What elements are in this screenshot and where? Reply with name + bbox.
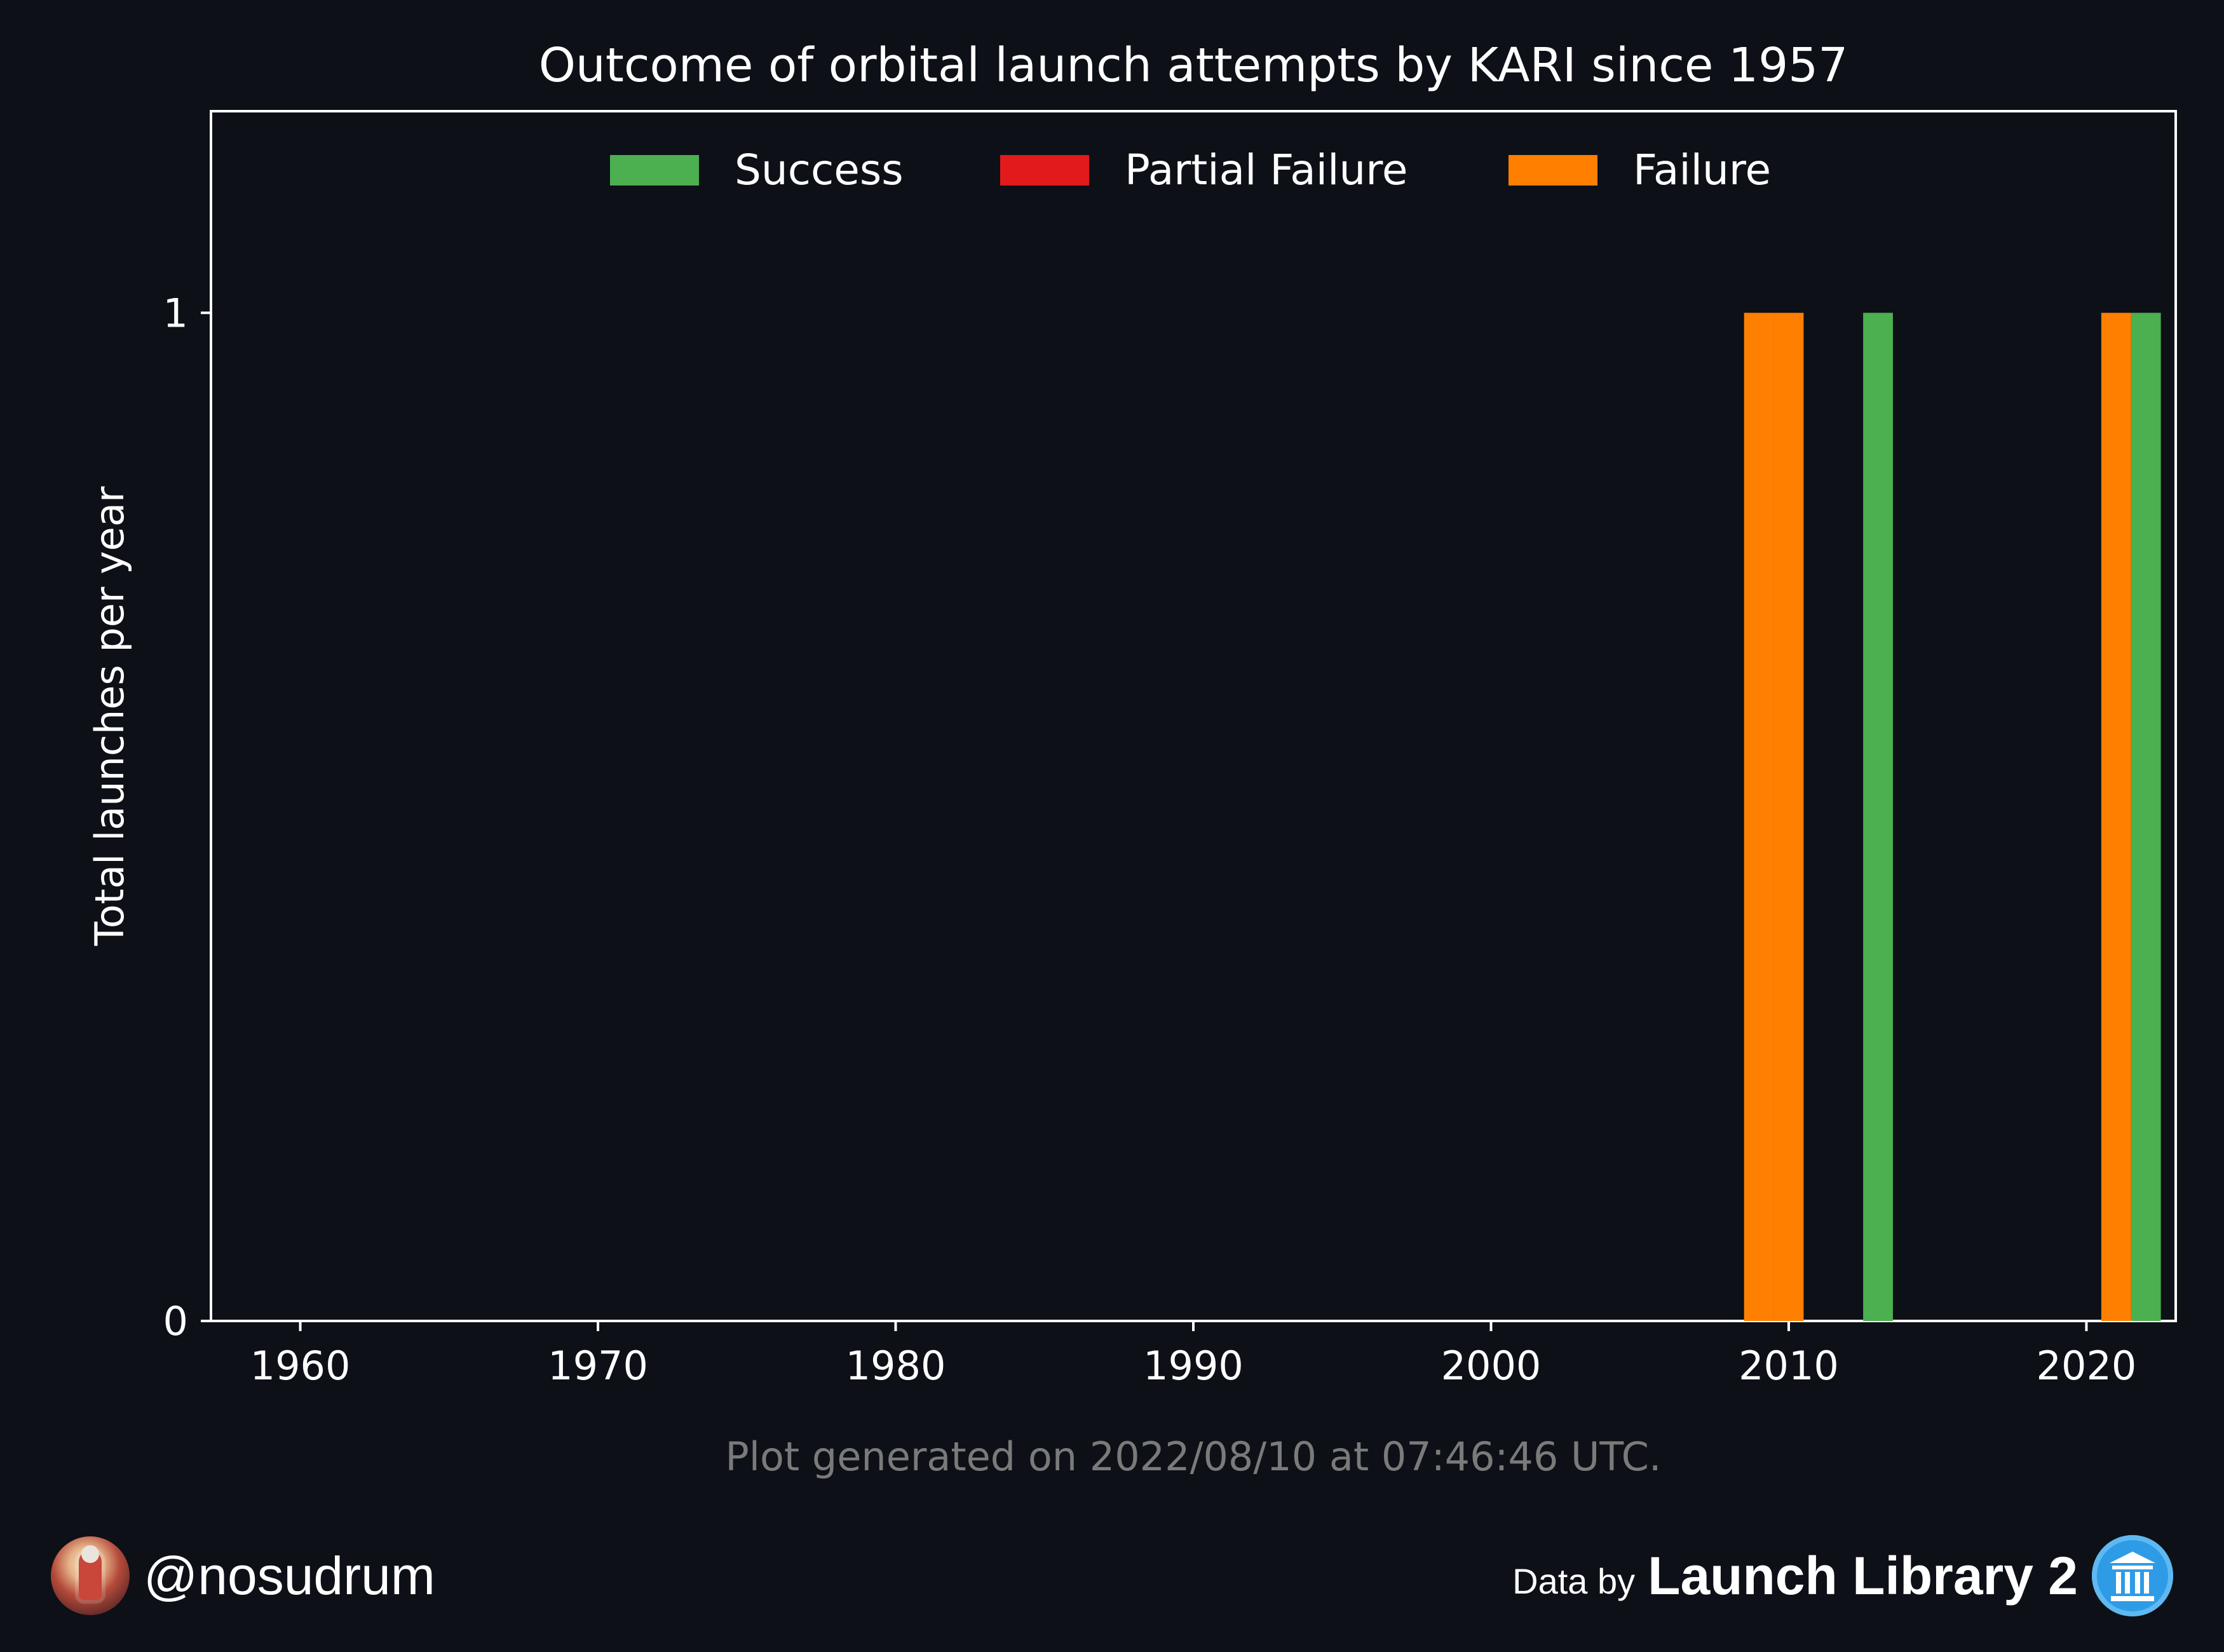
library-columns-icon bbox=[2092, 1535, 2173, 1616]
legend: Success Partial Failure Failure bbox=[610, 146, 1771, 194]
plot-area bbox=[210, 110, 2177, 1322]
bar-failure-2021 bbox=[2101, 313, 2131, 1321]
legend-label-success: Success bbox=[735, 146, 904, 194]
x-tick-label: 1990 bbox=[1143, 1343, 1244, 1389]
y-tick-label: 1 bbox=[163, 290, 188, 336]
data-source-credit: Data by Launch Library 2 bbox=[1512, 1533, 2173, 1619]
bar-success-2013 bbox=[1863, 313, 1893, 1321]
legend-label-failure: Failure bbox=[1633, 146, 1771, 194]
author-handle: @nosudrum bbox=[144, 1546, 435, 1606]
x-tick-label: 2020 bbox=[2037, 1343, 2137, 1389]
bar-failure-2010 bbox=[1773, 313, 1804, 1321]
x-tick-label: 1970 bbox=[548, 1343, 648, 1389]
x-axis-ticks: 1960 1970 1980 1990 2000 2010 2020 bbox=[250, 1321, 2137, 1389]
x-tick-label: 1980 bbox=[846, 1343, 946, 1389]
legend-swatch-partial-failure bbox=[1000, 155, 1089, 186]
y-tick-label: 0 bbox=[163, 1298, 188, 1344]
legend-swatch-failure bbox=[1509, 155, 1597, 186]
x-tick-label: 1960 bbox=[250, 1343, 351, 1389]
legend-label-partial-failure: Partial Failure bbox=[1125, 146, 1408, 194]
bar-success-2022 bbox=[2131, 313, 2161, 1321]
chart-title: Outcome of orbital launch attempts by KA… bbox=[539, 38, 1848, 93]
launch-library-label: Launch Library 2 bbox=[1648, 1545, 2078, 1606]
bar-failure-2009 bbox=[1744, 313, 1774, 1321]
y-axis-label: Total launches per year bbox=[86, 486, 133, 946]
generated-note: Plot generated on 2022/08/10 at 07:46:46… bbox=[725, 1433, 1661, 1480]
y-axis-ticks: 01 bbox=[163, 290, 211, 1344]
legend-swatch-success bbox=[610, 155, 699, 186]
bars-group bbox=[1744, 313, 2161, 1321]
x-tick-label: 2000 bbox=[1441, 1343, 1542, 1389]
author-credit: @nosudrum bbox=[51, 1536, 435, 1615]
x-tick-label: 2010 bbox=[1739, 1343, 1839, 1389]
data-by-label: Data by bbox=[1512, 1561, 1636, 1601]
astronaut-avatar-icon bbox=[51, 1536, 130, 1615]
